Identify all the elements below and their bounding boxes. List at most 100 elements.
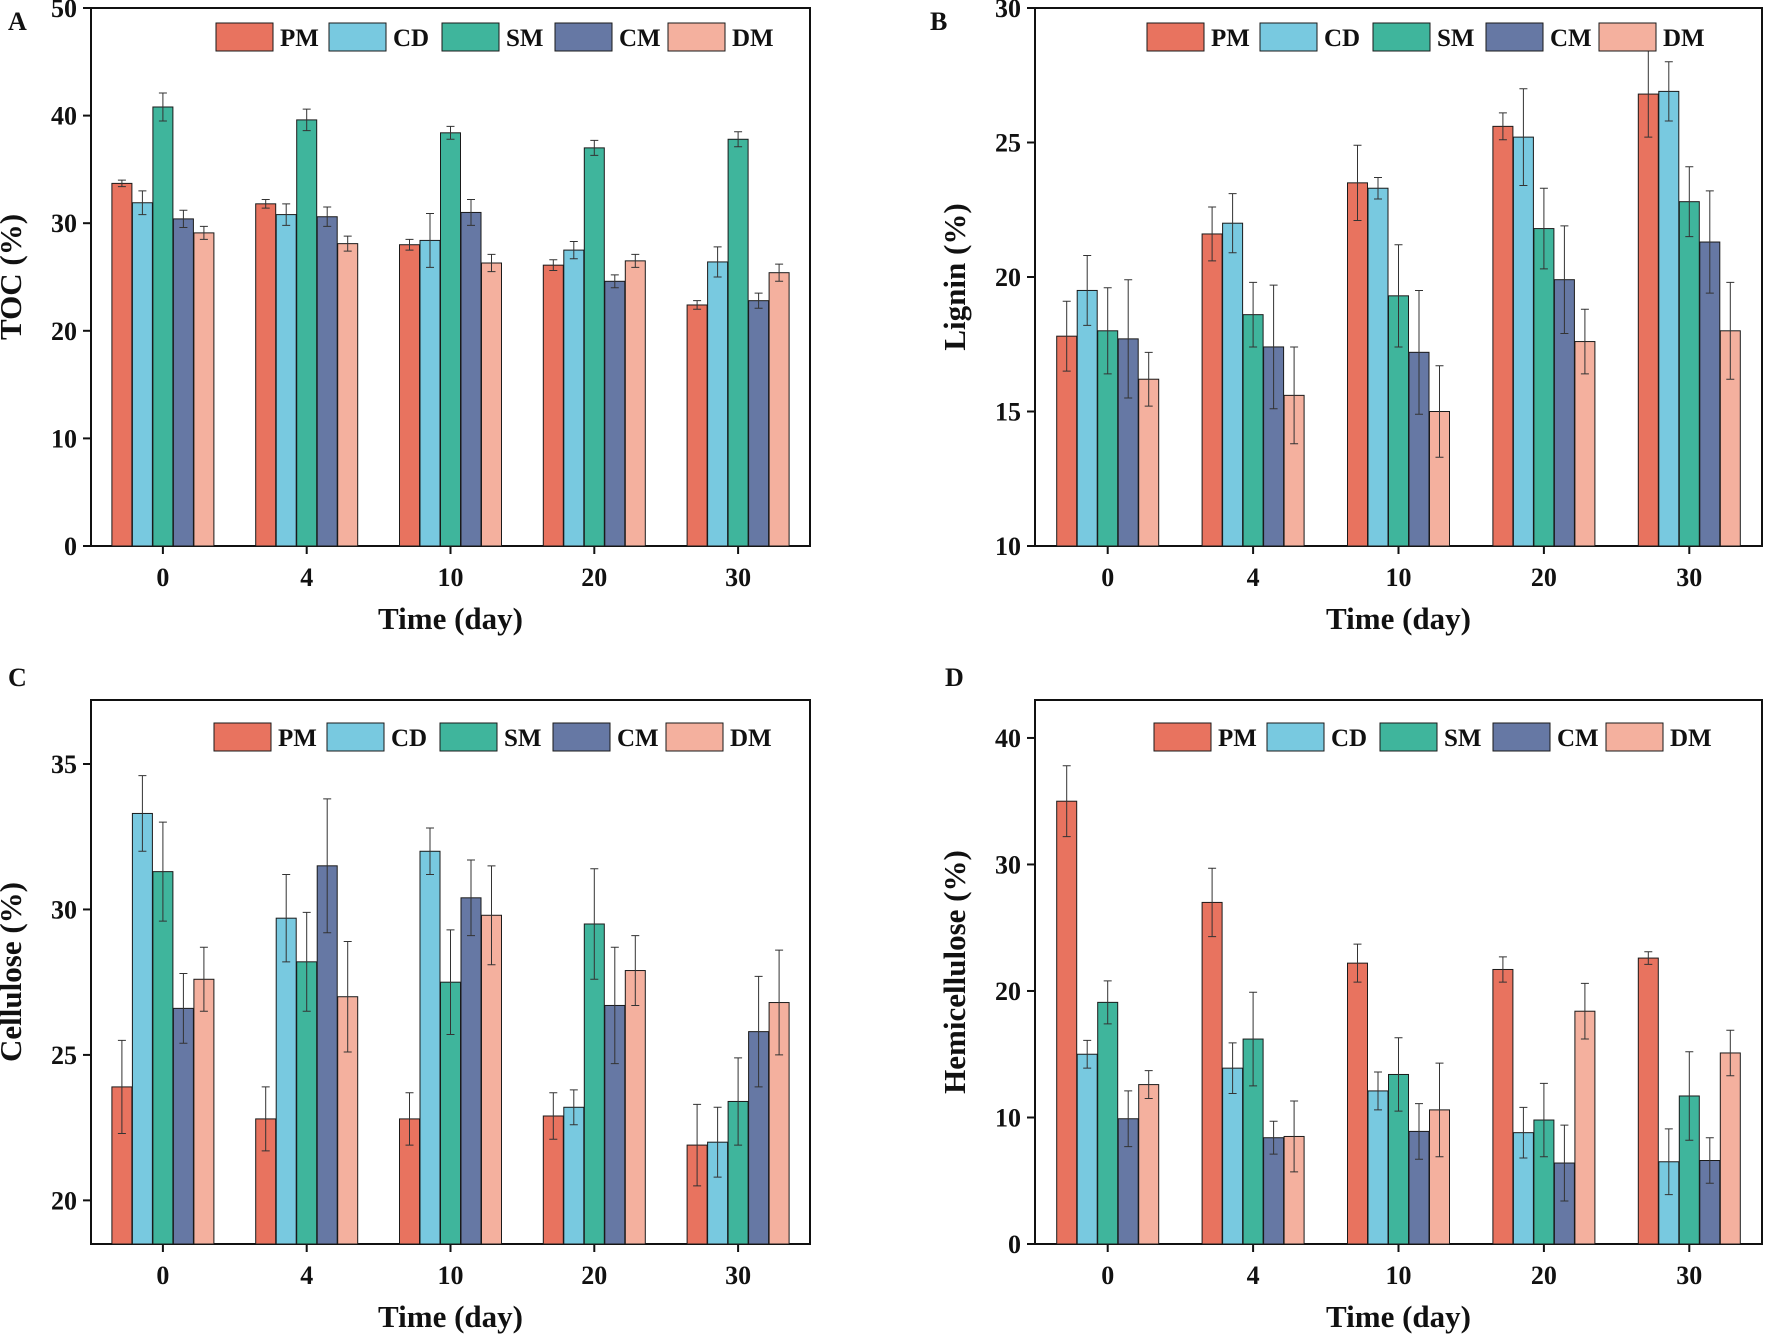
error-bar-cd-day-4 [1228,193,1237,254]
bar-pm-day-30 [686,304,708,547]
bar-pm-day-20 [1492,125,1514,547]
y-tick-label: 10 [995,1103,1021,1132]
x-tick-label: 0 [1101,563,1114,592]
error-bar-pm-day-4 [261,199,270,209]
legend-swatch-cm [1485,22,1544,52]
bar-dm-day-30 [768,272,790,547]
legend-swatch-dm [665,722,724,752]
y-axis-label: TOC (%) [0,214,28,340]
bar-pm-day-30 [1637,957,1659,1245]
error-bar-cm-day-10 [1415,1103,1423,1160]
error-bar-dm-day-20 [1580,308,1589,375]
error-bar-sm-day-4 [302,108,311,132]
error-bar-dm-day-30 [775,949,784,1056]
x-tick-label: 30 [725,563,751,592]
error-bar-dm-day-20 [1580,982,1589,1040]
legend-swatch-sm [441,22,500,52]
error-bar-pm-day-30 [1644,951,1653,965]
error-bar-sm-day-4 [1249,281,1258,348]
legend-label-cd: CD [391,725,427,752]
error-bar-pm-day-0 [117,179,126,188]
error-bar-sm-day-10 [446,929,455,1036]
y-tick-label: 20 [51,317,77,346]
bar-dm-day-30 [1719,1052,1741,1245]
panel-label: D [945,663,964,692]
error-bar-dm-day-4 [343,940,352,1053]
x-tick-label: 0 [156,1261,169,1290]
x-tick-label: 0 [156,563,169,592]
error-bar-cm-day-4 [1269,284,1278,410]
error-bar-dm-day-0 [1144,1070,1153,1100]
legend-label-cm: CM [1550,25,1592,52]
y-tick-label: 40 [995,724,1021,753]
bar-dm-day-0 [1138,1084,1160,1245]
error-bar-pm-day-10 [405,238,414,251]
error-bar-pm-day-10 [1353,943,1362,983]
bar-sm-day-20 [1533,228,1555,547]
error-bar-cm-day-10 [467,199,475,226]
error-bar-pm-day-20 [1498,112,1507,141]
legend-swatch-dm [667,22,726,52]
legend-swatch-cd [1259,22,1318,52]
error-bar-cd-day-0 [1083,1039,1092,1069]
y-tick-label: 25 [51,1041,77,1070]
legend-label-sm: SM [1437,25,1475,52]
error-bar-sm-day-20 [590,868,599,980]
error-bar-cd-day-0 [1083,254,1092,326]
error-bar-sm-day-30 [1685,166,1694,238]
error-bar-cm-day-0 [179,209,188,229]
error-bar-cm-day-0 [179,972,188,1044]
legend-swatch-cm [554,22,613,52]
error-bar-cm-day-0 [1124,279,1133,399]
error-bar-sm-day-20 [1539,187,1548,270]
x-tick-label: 10 [1386,1261,1412,1290]
x-tick-label: 20 [1531,1261,1557,1290]
bar-cd-day-4 [275,214,297,547]
bar-sm-day-30 [727,138,749,547]
bar-sm-day-30 [1678,201,1700,547]
x-tick-label: 20 [581,1261,607,1290]
bar-cd-day-10 [1367,187,1389,547]
bar-dm-day-10 [481,262,502,547]
legend: PM CD SM CM DM [213,722,772,752]
bar-cd-day-0 [131,812,153,1245]
error-bar-dm-day-10 [1435,1062,1444,1158]
bar-cm-day-10 [460,897,482,1245]
error-bar-sm-day-4 [302,911,311,1012]
error-bar-dm-day-10 [1435,365,1444,458]
error-bar-pm-day-4 [1208,867,1217,938]
y-axis-label: Lignin (%) [937,203,972,350]
error-bar-cm-day-20 [610,274,619,289]
bar-pm-day-30 [1637,93,1659,547]
error-bar-cd-day-10 [1374,176,1382,200]
error-bar-pm-day-30 [693,1103,702,1187]
error-bar-sm-day-0 [158,821,167,922]
error-bar-sm-day-20 [590,139,599,156]
legend-swatch-cd [1266,722,1325,752]
error-bar-pm-day-20 [1498,956,1507,983]
x-tick-label: 4 [300,563,313,592]
bar-cd-day-0 [1076,1053,1098,1245]
error-bar-dm-day-0 [199,225,208,240]
bar-pm-day-10 [1347,962,1368,1245]
x-tick-label: 10 [438,563,464,592]
panel-b: B 10 15 20 25 30 Lignin (%) Time (day) 0 4 10 20 30 P… [930,0,1763,636]
error-bar-sm-day-30 [1685,1051,1694,1141]
y-tick-label: 30 [995,0,1021,23]
y-tick-label: 0 [64,532,77,561]
legend: PM CD SM CM DM [1153,722,1712,752]
error-bar-dm-day-4 [1290,1100,1299,1173]
error-bar-cm-day-30 [754,975,763,1088]
error-bar-cm-day-30 [1705,190,1714,294]
legend-swatch-pm [215,22,274,52]
bar-cd-day-0 [131,202,153,547]
error-bar-cd-day-10 [426,213,434,268]
x-tick-label: 10 [1386,563,1412,592]
panel-a: A 0 10 20 30 40 50 TOC (%) Time (day) 0 4 10 20 30 PM C… [0,0,811,636]
error-bar-cd-day-4 [282,203,291,226]
legend-label-cm: CM [619,25,661,52]
legend-label-pm: PM [280,25,319,52]
bar-cd-day-20 [563,249,585,547]
error-bar-sm-day-0 [1103,287,1112,375]
legend-label-sm: SM [504,725,542,752]
